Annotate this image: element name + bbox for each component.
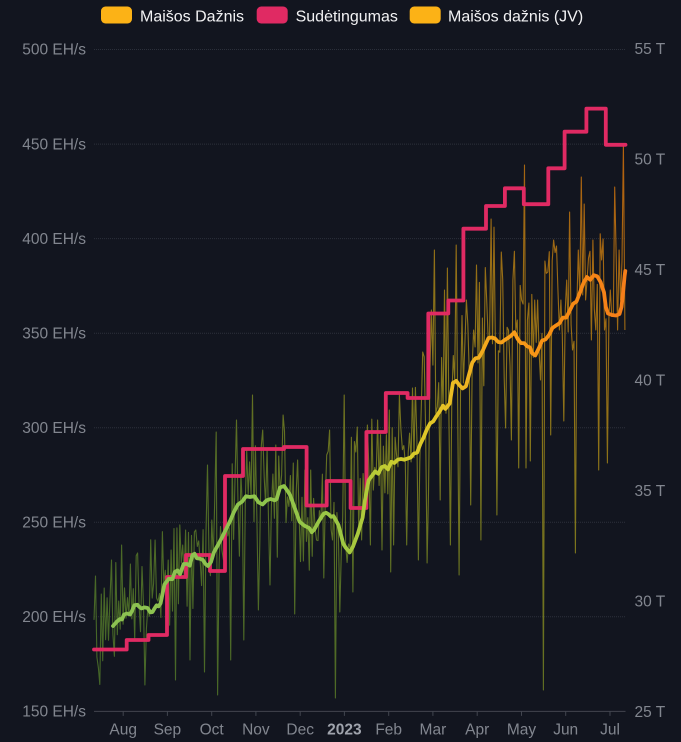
svg-text:55 T: 55 T bbox=[635, 41, 666, 58]
svg-text:35 T: 35 T bbox=[635, 483, 666, 500]
svg-text:450 EH/s: 450 EH/s bbox=[22, 136, 86, 153]
svg-text:400 EH/s: 400 EH/s bbox=[22, 231, 86, 248]
svg-text:Jun: Jun bbox=[553, 722, 578, 739]
svg-text:Maišos dažnis (JV): Maišos dažnis (JV) bbox=[448, 9, 583, 26]
svg-text:300 EH/s: 300 EH/s bbox=[22, 420, 86, 437]
svg-text:Sudėtingumas: Sudėtingumas bbox=[296, 9, 398, 26]
svg-text:Maišos Dažnis: Maišos Dažnis bbox=[140, 9, 244, 26]
svg-text:Aug: Aug bbox=[109, 722, 137, 739]
svg-text:30 T: 30 T bbox=[635, 593, 666, 610]
svg-text:150 EH/s: 150 EH/s bbox=[22, 704, 86, 721]
svg-text:Feb: Feb bbox=[375, 722, 402, 739]
svg-text:2023: 2023 bbox=[327, 722, 362, 739]
svg-text:May: May bbox=[507, 722, 537, 739]
svg-text:45 T: 45 T bbox=[635, 262, 666, 279]
svg-text:40 T: 40 T bbox=[635, 372, 666, 389]
svg-text:Mar: Mar bbox=[420, 722, 447, 739]
svg-text:Dec: Dec bbox=[286, 722, 314, 739]
svg-text:Nov: Nov bbox=[242, 722, 270, 739]
svg-text:200 EH/s: 200 EH/s bbox=[22, 609, 86, 626]
svg-text:500 EH/s: 500 EH/s bbox=[22, 42, 86, 59]
svg-text:250 EH/s: 250 EH/s bbox=[22, 515, 86, 532]
svg-text:Apr: Apr bbox=[465, 722, 489, 739]
svg-text:25 T: 25 T bbox=[635, 704, 666, 721]
svg-text:350 EH/s: 350 EH/s bbox=[22, 325, 86, 342]
svg-text:Oct: Oct bbox=[200, 722, 225, 739]
svg-text:Sep: Sep bbox=[154, 722, 182, 739]
svg-text:Jul: Jul bbox=[600, 722, 620, 739]
svg-text:50 T: 50 T bbox=[635, 151, 666, 168]
